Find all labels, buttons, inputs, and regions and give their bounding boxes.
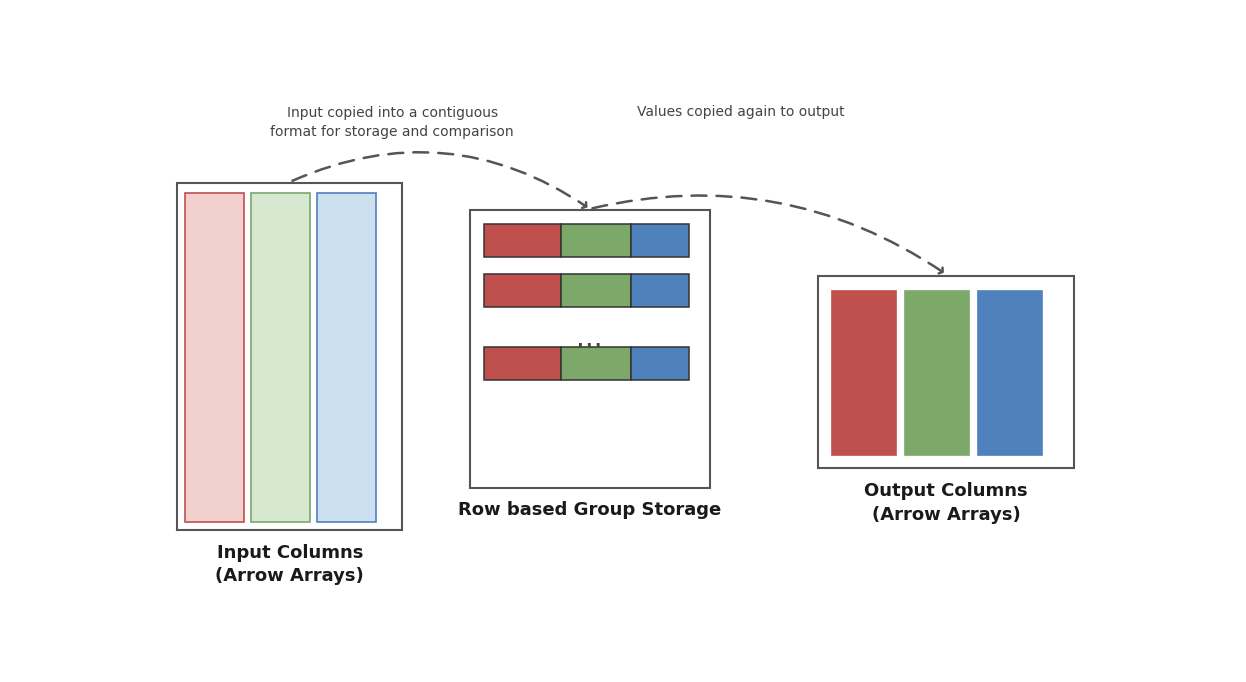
Bar (177, 183, 402, 530)
Bar (186, 193, 244, 522)
Text: Output Columns
(Arrow Arrays): Output Columns (Arrow Arrays) (865, 482, 1028, 524)
Text: ...: ... (577, 325, 603, 353)
Bar (630, 224, 689, 256)
Bar (470, 211, 710, 488)
Bar (630, 348, 689, 380)
Text: Input copied into a contiguous
format for storage and comparison: Input copied into a contiguous format fo… (270, 106, 513, 139)
Bar (483, 274, 561, 307)
Bar (252, 193, 310, 522)
Bar (561, 224, 630, 256)
Bar (832, 291, 896, 454)
Bar (630, 274, 689, 307)
Bar (905, 291, 968, 454)
Text: Values copied again to output: Values copied again to output (637, 105, 845, 119)
Bar (316, 193, 376, 522)
Bar (561, 348, 630, 380)
Bar (819, 276, 1074, 469)
Bar (978, 291, 1042, 454)
Text: Input Columns
(Arrow Arrays): Input Columns (Arrow Arrays) (216, 544, 364, 585)
Bar (483, 348, 561, 380)
Bar (483, 224, 561, 256)
Text: Row based Group Storage: Row based Group Storage (459, 501, 721, 520)
Bar (561, 274, 630, 307)
